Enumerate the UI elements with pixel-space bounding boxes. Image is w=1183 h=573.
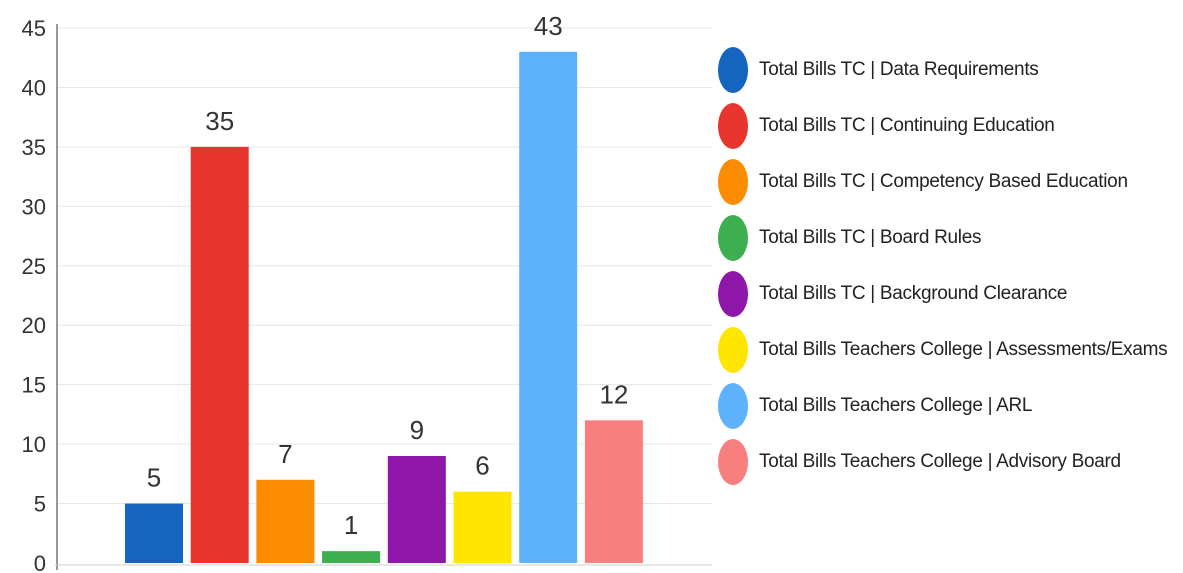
y-tick-label: 45 (22, 16, 46, 41)
legend-swatch (718, 103, 748, 149)
y-tick-label: 0 (34, 551, 46, 573)
legend-item: Total Bills Teachers College | Advisory … (718, 434, 1178, 490)
legend-swatch (718, 47, 748, 93)
chart-legend: Total Bills TC | Data Requirements Total … (718, 42, 1178, 490)
legend-swatch (718, 327, 748, 373)
legend-swatch (718, 159, 748, 205)
legend-swatch (718, 271, 748, 317)
data-label: 9 (410, 415, 424, 445)
legend-item: Total Bills Teachers College | Assessmen… (718, 322, 1178, 378)
data-label: 1 (344, 510, 358, 540)
data-label: 6 (475, 451, 489, 481)
y-tick-label: 15 (22, 373, 46, 398)
legend-swatch (718, 215, 748, 261)
y-tick-label: 10 (22, 432, 46, 457)
legend-item: Total Bills TC | Competency Based Educat… (718, 154, 1178, 210)
legend-item: Total Bills TC | Data Requirements (718, 42, 1178, 98)
bar (387, 456, 446, 563)
data-label: 43 (534, 11, 563, 41)
legend-label: Total Bills TC | Background Clearance (759, 283, 1068, 304)
data-label: 7 (278, 439, 292, 469)
y-tick-label: 30 (22, 194, 46, 219)
y-tick-label: 5 (34, 492, 46, 517)
legend-swatch (718, 439, 748, 485)
data-label: 5 (147, 463, 161, 493)
legend-label: Total Bills Teachers College | Advisory … (759, 451, 1121, 472)
bar (322, 551, 381, 563)
legend-label: Total Bills Teachers College | Assessmen… (759, 339, 1168, 360)
legend-label: Total Bills TC | Continuing Education (759, 115, 1055, 136)
y-tick-label: 35 (22, 135, 46, 160)
bar (453, 491, 512, 563)
legend-label: Total Bills TC | Competency Based Educat… (759, 171, 1128, 192)
legend-item: Total Bills TC | Board Rules (718, 210, 1178, 266)
data-label: 12 (599, 379, 628, 409)
legend-item: Total Bills Teachers College | ARL (718, 378, 1178, 434)
legend-label: Total Bills TC | Board Rules (759, 227, 982, 248)
bar (256, 479, 315, 563)
chart-plot: 0 5 10 15 20 25 30 35 40 45 5 35 7 1 9 6 43 12 (22, 11, 712, 573)
bar (190, 146, 249, 563)
legend-label: Total Bills Teachers College | ARL (759, 395, 1033, 416)
y-tick-label: 25 (22, 254, 46, 279)
y-tick-label: 40 (22, 75, 46, 100)
legend-label: Total Bills TC | Data Requirements (759, 59, 1039, 80)
legend-item: Total Bills TC | Background Clearance (718, 266, 1178, 322)
legend-item: Total Bills TC | Continuing Education (718, 98, 1178, 154)
bar (519, 51, 578, 564)
data-label: 35 (205, 106, 234, 136)
bar (125, 503, 183, 563)
bar (584, 420, 643, 563)
legend-swatch (718, 383, 748, 429)
y-tick-label: 20 (22, 313, 46, 338)
